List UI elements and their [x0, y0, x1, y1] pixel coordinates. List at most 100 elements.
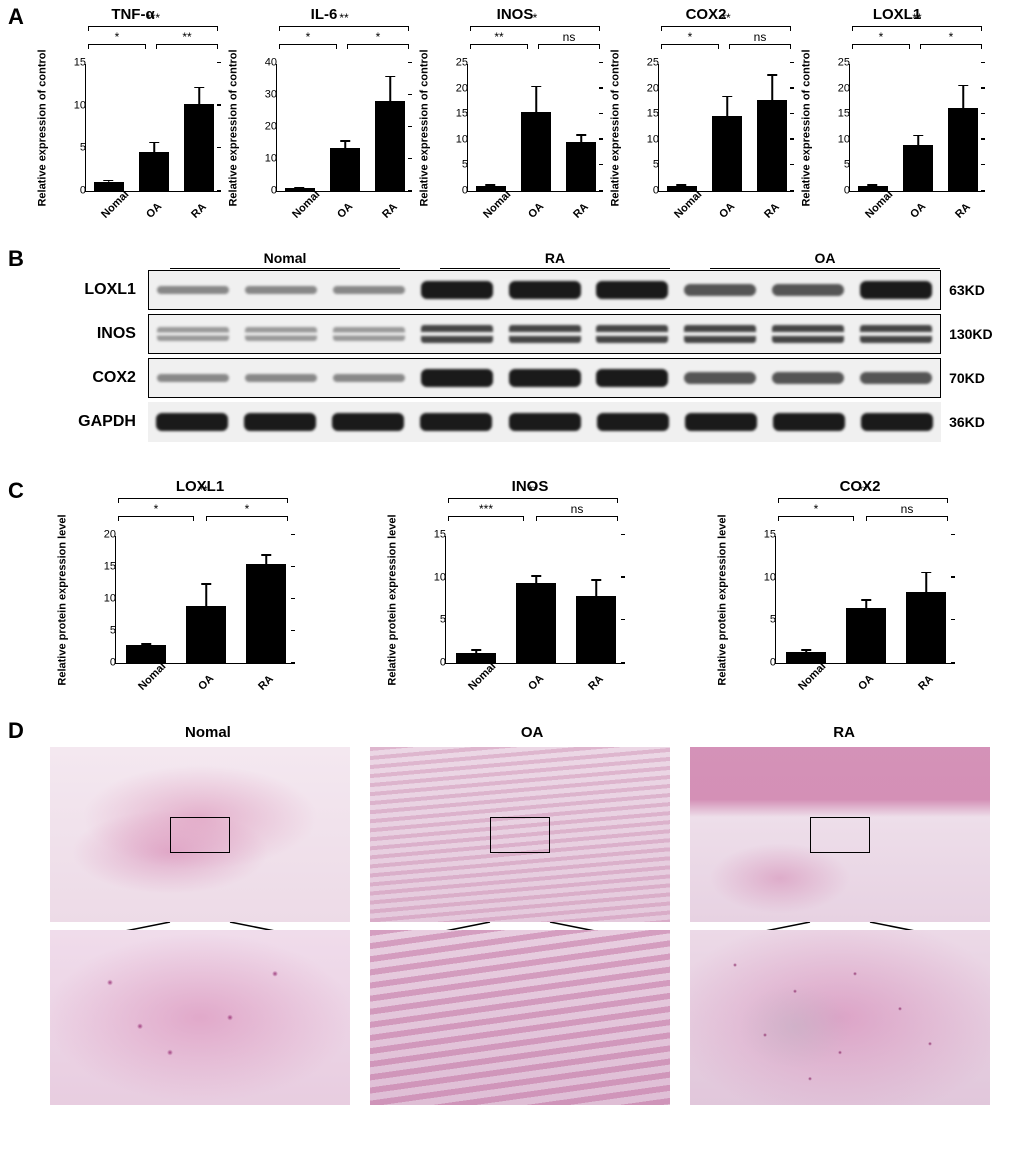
- blot-lane: [677, 402, 765, 442]
- panel-b: NomalRAOA LOXL163KDINOS130KDCOX270KDGAPD…: [40, 250, 1000, 446]
- plot-area: 05101520NomalOARA: [115, 536, 295, 664]
- x-tick: OA: [526, 673, 546, 693]
- blot-lane: [237, 271, 325, 309]
- blot-lane: [148, 402, 236, 442]
- bar: [94, 182, 124, 191]
- blot-band: [772, 325, 844, 343]
- y-tick: 0: [828, 186, 850, 197]
- y-tick: 10: [637, 134, 659, 145]
- plot-area: 0510152025NomalOARA: [658, 64, 794, 192]
- y-tick: 10: [64, 100, 86, 111]
- blot-band: [684, 372, 756, 384]
- blot-lane: [501, 359, 589, 397]
- x-tick: Nomal: [290, 188, 322, 220]
- x-tick: OA: [196, 673, 216, 693]
- blot-lane: [237, 315, 325, 353]
- plot-area: 051015NomalOARA: [85, 64, 221, 192]
- y-tick: 10: [255, 154, 277, 165]
- y-tick: 5: [64, 143, 86, 154]
- y-axis-label: Relative protein expression level: [716, 536, 730, 664]
- blot-band: [332, 413, 404, 431]
- bar-chart: COX2***nsRelative expression of control0…: [613, 6, 799, 226]
- x-tick: Nomal: [136, 660, 168, 692]
- blot-lane: [676, 359, 764, 397]
- bar: [846, 608, 886, 663]
- y-tick: 5: [828, 160, 850, 171]
- blot-lane: [237, 359, 325, 397]
- y-tick: 0: [637, 186, 659, 197]
- blot-lane: [501, 315, 589, 353]
- histology-image-low-mag: [50, 747, 350, 922]
- panel-d: Nomal OA RA: [40, 724, 1000, 1105]
- y-axis-label: Relative expression of control: [227, 64, 241, 192]
- y-tick: 20: [255, 122, 277, 133]
- blot-band: [860, 325, 932, 343]
- y-tick: 15: [446, 109, 468, 120]
- y-tick: 20: [637, 83, 659, 94]
- blot-band: [596, 369, 668, 387]
- blot-lane: [500, 402, 588, 442]
- panel-d-label: D: [8, 718, 24, 744]
- blot-protein-label: LOXL1: [40, 281, 148, 299]
- zoom-rectangle: [490, 817, 550, 853]
- bar: [948, 108, 978, 191]
- y-tick: 0: [94, 658, 116, 669]
- bar: [903, 145, 933, 191]
- histology-group-label: RA: [833, 724, 855, 741]
- blot-band: [596, 281, 668, 299]
- y-axis-label: Relative protein expression level: [386, 536, 400, 664]
- y-tick: 15: [94, 562, 116, 573]
- blot-row: GAPDH36KD: [40, 402, 1000, 442]
- y-tick: 15: [754, 530, 776, 541]
- blot-lane: [588, 315, 676, 353]
- blot-lane: [413, 359, 501, 397]
- blot-lane: [764, 271, 852, 309]
- sig-label: *: [470, 11, 600, 25]
- y-tick: 5: [446, 160, 468, 171]
- y-axis-label: Relative expression of control: [609, 64, 623, 192]
- y-tick: 20: [828, 83, 850, 94]
- significance-brackets: ***ns: [778, 498, 948, 532]
- bar-chart: LOXL1****Relative protein expression lev…: [60, 478, 340, 698]
- blot-band: [245, 286, 317, 294]
- blot-lane: [676, 271, 764, 309]
- significance-brackets: ***ns: [470, 26, 600, 60]
- histology-group-label: OA: [521, 724, 544, 741]
- y-tick: 0: [255, 186, 277, 197]
- significance-brackets: ***ns: [661, 26, 791, 60]
- blot-band: [772, 372, 844, 384]
- blot-lane: [765, 402, 853, 442]
- x-tick: Nomal: [466, 660, 498, 692]
- x-tick: OA: [717, 201, 737, 221]
- blot-lane: [852, 315, 940, 353]
- sig-label: *: [852, 30, 910, 44]
- blot-band: [861, 413, 933, 431]
- x-tick: OA: [526, 201, 546, 221]
- panel-b-label: B: [8, 246, 24, 272]
- histology-group-label: Nomal: [185, 724, 231, 741]
- blot-lane: [589, 402, 677, 442]
- x-tick: Nomal: [863, 188, 895, 220]
- blot-band: [245, 374, 317, 382]
- y-tick: 0: [446, 186, 468, 197]
- blot-band: [420, 413, 492, 431]
- blot-lane: [501, 271, 589, 309]
- x-tick: RA: [586, 673, 606, 693]
- blot-lane: [764, 359, 852, 397]
- y-axis-label: Relative expression of control: [418, 64, 432, 192]
- sig-label: ***: [448, 502, 524, 516]
- blot-band: [685, 413, 757, 431]
- blot-lane: [325, 315, 413, 353]
- blot-band: [509, 413, 581, 431]
- y-tick: 0: [424, 658, 446, 669]
- bar: [712, 116, 742, 191]
- blot-protein-label: GAPDH: [40, 413, 148, 431]
- blot-protein-label: COX2: [40, 369, 148, 387]
- y-tick: 20: [94, 530, 116, 541]
- significance-brackets: ****: [279, 26, 409, 60]
- significance-brackets: ****: [852, 26, 982, 60]
- y-tick: 25: [637, 58, 659, 69]
- blot-band: [597, 413, 669, 431]
- sig-label: ns: [866, 502, 948, 516]
- blot-band: [421, 281, 493, 299]
